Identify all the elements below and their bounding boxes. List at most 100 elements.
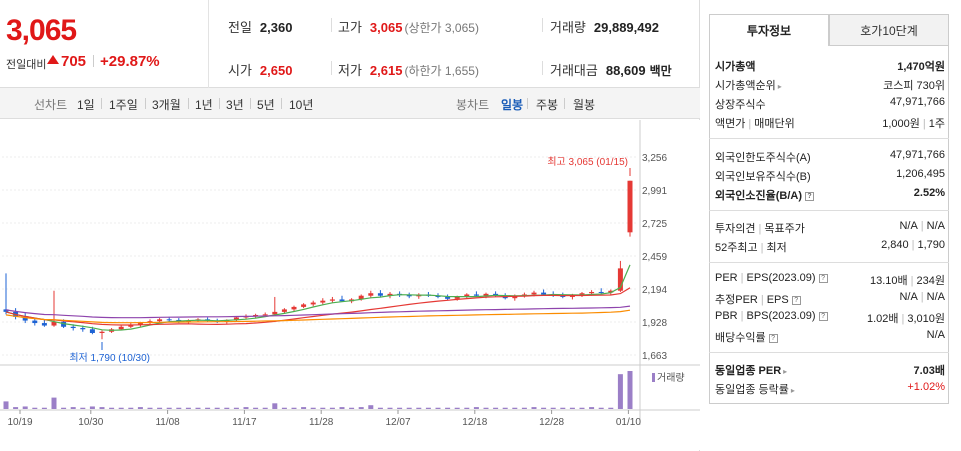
candle-body bbox=[358, 295, 364, 300]
ma20-line bbox=[5, 287, 631, 326]
candle-body bbox=[598, 291, 604, 293]
volume-bar bbox=[80, 407, 86, 409]
dividend-row: 배당수익률? N/A bbox=[715, 329, 945, 344]
volume-bar bbox=[13, 407, 19, 409]
volume-bar bbox=[569, 407, 575, 409]
up-arrow-icon bbox=[47, 55, 59, 64]
y-tick-label: 2,194 bbox=[642, 285, 667, 296]
candle-body bbox=[579, 293, 585, 296]
divider bbox=[709, 262, 949, 263]
volume-bar bbox=[70, 407, 76, 409]
change-value: 705 bbox=[61, 53, 87, 70]
divider bbox=[709, 352, 949, 353]
help-icon[interactable]: ? bbox=[818, 312, 828, 321]
tab-10y[interactable]: 10년 bbox=[289, 98, 314, 112]
chart-bg bbox=[0, 120, 700, 450]
foreign-limit-row: 외국인한도주식수(A) 47,971,766 bbox=[715, 149, 945, 164]
candle-body bbox=[406, 295, 412, 297]
face-value-row: 액면가 | 매매단위 1,000원 | 1주 bbox=[715, 118, 945, 130]
volume-bar bbox=[3, 401, 9, 409]
market-cap-rank-row[interactable]: 시가총액순위 ▸ 코스피 730위 bbox=[715, 80, 945, 92]
ma120-line bbox=[5, 305, 631, 319]
help-icon[interactable]: ? bbox=[791, 296, 801, 305]
help-icon[interactable]: ? bbox=[818, 274, 828, 283]
candle-body bbox=[281, 309, 287, 312]
candle-body bbox=[272, 311, 278, 315]
y-tick-label: 3,256 bbox=[642, 153, 667, 164]
tab-invest-info[interactable]: 투자정보 bbox=[709, 14, 829, 46]
candle-body bbox=[80, 328, 86, 330]
tab-5y[interactable]: 5년 bbox=[257, 98, 275, 112]
help-icon[interactable]: ? bbox=[768, 334, 778, 343]
candle-body bbox=[262, 314, 268, 316]
candle-body bbox=[377, 293, 383, 296]
volume-bar bbox=[329, 407, 335, 409]
volume-bar bbox=[493, 407, 499, 409]
x-tick-label: 11/17 bbox=[232, 417, 257, 428]
volume-bar bbox=[224, 407, 230, 409]
divider bbox=[188, 98, 189, 109]
candle-body bbox=[157, 319, 163, 322]
x-tick-label: 12/28 bbox=[539, 417, 564, 428]
candle-body bbox=[541, 292, 547, 295]
candle-body bbox=[627, 180, 633, 233]
volume-bar bbox=[166, 407, 172, 409]
tab-1w[interactable]: 1주일 bbox=[109, 98, 138, 112]
volume-bar bbox=[243, 407, 249, 409]
candle-body bbox=[22, 316, 28, 321]
volume-bar bbox=[118, 407, 124, 409]
tab-3y[interactable]: 3년 bbox=[226, 98, 244, 112]
volume-bar bbox=[435, 407, 441, 409]
volume-bar bbox=[22, 406, 28, 409]
candle-body bbox=[291, 306, 297, 310]
per-row: PER | EPS(2023.09)? 13.10배 | 234원 bbox=[715, 272, 945, 287]
invest-tabs: 투자정보 호가10단계 bbox=[709, 14, 949, 46]
volume-bar bbox=[406, 407, 412, 409]
divider bbox=[331, 61, 332, 75]
volume-bar bbox=[233, 407, 239, 409]
tab-orderbook[interactable]: 호가10단계 bbox=[829, 14, 949, 46]
volume-bar bbox=[377, 407, 383, 409]
tab-3m[interactable]: 3개월 bbox=[152, 98, 181, 112]
volume-bar bbox=[128, 407, 134, 409]
candle-body bbox=[3, 309, 9, 312]
change-label: 전일대비 bbox=[6, 59, 47, 71]
volume-bar bbox=[464, 407, 470, 409]
volume-bar bbox=[176, 407, 182, 409]
candle-body bbox=[512, 295, 518, 299]
volume: 거래량 29,889,492 bbox=[550, 20, 659, 35]
tab-weekly[interactable]: 주봉 bbox=[536, 98, 559, 112]
volume-bar bbox=[349, 407, 355, 409]
volume-bar bbox=[598, 407, 604, 409]
volume-bar bbox=[195, 407, 201, 409]
foreign-hold-row: 외국인보유주식수(B) 1,206,495 bbox=[715, 168, 945, 183]
help-icon[interactable]: ? bbox=[805, 192, 814, 201]
tab-1d[interactable]: 1일 bbox=[77, 98, 95, 112]
current-price: 3,065 bbox=[6, 14, 77, 47]
foreign-ratio-row: 외국인소진율(B/A)? 2.52% bbox=[715, 187, 945, 202]
candle-body bbox=[166, 319, 172, 321]
shares-row: 상장주식수 47,971,766 bbox=[715, 96, 945, 111]
candle-body bbox=[32, 320, 38, 324]
tab-1y[interactable]: 1년 bbox=[195, 98, 213, 112]
volume-bar bbox=[425, 407, 431, 409]
opinion-row: 투자의견 | 목표주가 N/A | N/A bbox=[715, 220, 945, 235]
tab-daily[interactable]: 일봉 bbox=[501, 98, 524, 112]
volume-bar bbox=[454, 407, 460, 409]
week52-row: 52주최고 | 최저 2,840 | 1,790 bbox=[715, 239, 945, 254]
volume-bar bbox=[99, 407, 105, 409]
volume-bar bbox=[617, 374, 623, 409]
volume-label: 거래량 bbox=[657, 372, 685, 384]
volume-bar bbox=[41, 407, 47, 409]
volume-bar bbox=[157, 407, 163, 409]
divider bbox=[250, 98, 251, 109]
volume-bar bbox=[291, 407, 297, 409]
volume-bar bbox=[310, 407, 316, 409]
candle-body bbox=[89, 329, 95, 333]
volume-bar bbox=[32, 407, 38, 409]
market-cap-row: 시가총액 1,470억원 bbox=[715, 61, 945, 73]
candle-body bbox=[483, 293, 489, 296]
quote-header: 3,065 전일대비 705 +29.87% 전일 2,360 고가 3,065 (상… bbox=[0, 0, 700, 88]
tab-monthly[interactable]: 월봉 bbox=[573, 98, 596, 112]
volume-bar bbox=[550, 407, 556, 409]
